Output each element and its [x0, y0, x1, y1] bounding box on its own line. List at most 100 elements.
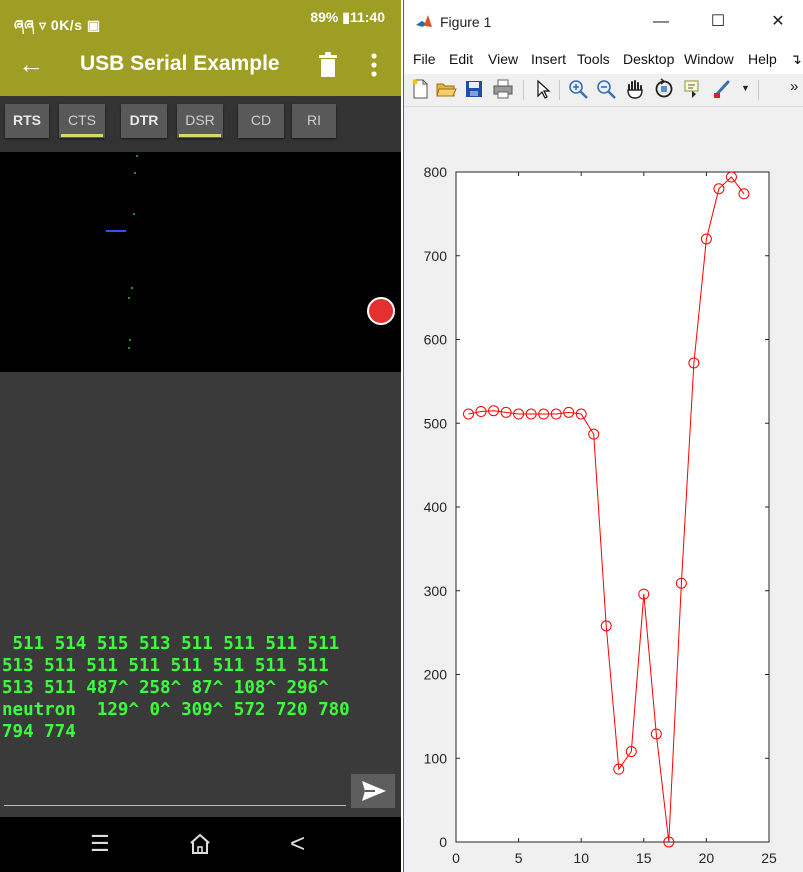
print-icon[interactable]: [492, 78, 514, 100]
android-nav-bar: ☰ <: [0, 817, 401, 872]
y-tick-label: 800: [424, 164, 448, 180]
data-point: [550, 408, 562, 420]
x-tick-label: 15: [636, 850, 652, 866]
data-point: [488, 405, 500, 417]
data-point: [713, 183, 725, 195]
save-icon[interactable]: [463, 78, 485, 100]
x-tick-label: 0: [452, 850, 460, 866]
toolbar-overflow[interactable]: »: [790, 78, 799, 95]
status-bar: ཞཞ ▿ 0K/s ▣ 89% ▮11:40: [0, 0, 401, 34]
menu-nav-icon[interactable]: ☰: [90, 831, 110, 856]
window-titlebar: Figure 1 — ☐ ✕: [404, 0, 803, 44]
x-tick-label: 25: [761, 850, 777, 866]
cd-indicator[interactable]: CD: [238, 104, 284, 138]
menu-window[interactable]: Window: [684, 51, 734, 67]
ri-label: RI: [307, 112, 321, 128]
y-tick-label: 700: [424, 248, 448, 264]
data-point: [500, 406, 512, 418]
minimize-button[interactable]: —: [653, 13, 669, 30]
scope-dot: [128, 297, 130, 299]
data-point: [463, 408, 475, 420]
window-title: Figure 1: [440, 14, 492, 30]
tick-labels: 0 5 10 15 20 25 0 100 200 300 400 500 600 700 800: [424, 164, 777, 866]
y-tick-label: 500: [424, 415, 448, 431]
cd-label: CD: [250, 112, 272, 128]
status-left: ཞཞ ▿ 0K/s ▣: [14, 17, 101, 33]
cts-underline: [61, 134, 103, 137]
menu-help[interactable]: Help: [748, 51, 777, 67]
data-point: [613, 763, 625, 775]
line-chart[interactable]: 0 5 10 15 20 25 0 100 200 300 400 500 600 700 800: [404, 107, 803, 872]
home-icon[interactable]: [188, 832, 212, 856]
rotate-3d-icon[interactable]: [653, 78, 675, 100]
dsr-label: DSR: [185, 112, 215, 128]
menu-overflow[interactable]: ↴: [790, 51, 802, 67]
x-tick-label: 10: [573, 850, 589, 866]
data-point: [625, 746, 637, 758]
y-tick-label: 100: [424, 750, 448, 766]
zoom-in-icon[interactable]: [567, 78, 589, 100]
series-line: [468, 176, 745, 843]
y-tick-label: 200: [424, 667, 448, 683]
scope-dot: [136, 155, 138, 157]
more-vert-icon[interactable]: [366, 50, 382, 80]
pointer-icon[interactable]: [532, 78, 554, 100]
menu-desktop[interactable]: Desktop: [623, 51, 675, 67]
send-button[interactable]: [351, 774, 395, 808]
back-nav-icon[interactable]: <: [290, 828, 306, 858]
data-point: [575, 408, 587, 420]
input-row: [0, 765, 401, 817]
menu-edit[interactable]: Edit: [449, 51, 474, 67]
menu-view[interactable]: View: [488, 51, 519, 67]
phone-screen: ཞཞ ▿ 0K/s ▣ 89% ▮11:40 ← USB Serial Exam…: [0, 0, 401, 872]
scope-dot: [133, 213, 135, 215]
maximize-button[interactable]: ☐: [710, 13, 726, 30]
axis-ticks: [455, 171, 770, 843]
close-button[interactable]: ✕: [771, 13, 785, 30]
menu-file[interactable]: File: [413, 51, 436, 67]
cts-indicator[interactable]: CTS: [59, 104, 105, 138]
data-cursor-icon[interactable]: [682, 78, 704, 100]
figure-window: Figure 1 — ☐ ✕ File Edit View Insert Too…: [403, 0, 803, 872]
data-point: [738, 188, 750, 200]
status-right: 89% ▮11:40: [310, 9, 385, 25]
scope-dot: [131, 287, 133, 289]
new-file-icon[interactable]: [409, 78, 431, 100]
scope-canvas: [106, 155, 138, 349]
data-point: [700, 233, 712, 245]
rts-label: RTS: [13, 112, 41, 128]
y-tick-label: 0: [439, 834, 447, 850]
menu-bar: File Edit View Insert Tools Desktop Wind…: [404, 44, 803, 74]
dsr-indicator[interactable]: DSR: [177, 104, 223, 138]
rts-toggle[interactable]: RTS: [5, 104, 49, 138]
data-point: [563, 406, 575, 418]
pan-hand-icon[interactable]: [624, 78, 646, 100]
dsr-underline: [179, 134, 221, 137]
back-arrow-icon[interactable]: ←: [18, 49, 44, 79]
matlab-logo-icon: [415, 13, 433, 31]
brush-dropdown-icon[interactable]: ▼: [741, 83, 750, 93]
data-point: [588, 428, 600, 440]
y-tick-label: 400: [424, 499, 448, 515]
series-markers: [463, 171, 750, 848]
brush-icon[interactable]: [711, 78, 733, 100]
axes-box: [455, 171, 770, 843]
send-text-input[interactable]: [4, 773, 346, 806]
menu-insert[interactable]: Insert: [531, 51, 567, 67]
toolbar-separator: [523, 80, 524, 100]
data-point: [513, 408, 525, 420]
y-tick-label: 600: [424, 332, 448, 348]
terminal-text: 511 514 515 513 511 511 511 511 513 511 …: [2, 634, 350, 742]
y-tick-label: 300: [424, 583, 448, 599]
dtr-toggle[interactable]: DTR: [121, 104, 167, 138]
data-point: [675, 577, 687, 589]
record-button[interactable]: [367, 297, 395, 325]
ri-indicator[interactable]: RI: [292, 104, 336, 138]
trash-icon[interactable]: [318, 52, 338, 78]
zoom-out-icon[interactable]: [595, 78, 617, 100]
toolbar-separator: [758, 80, 759, 100]
menu-tools[interactable]: Tools: [577, 51, 610, 67]
open-folder-icon[interactable]: [435, 78, 457, 100]
toolbar-separator: [559, 80, 560, 100]
data-point: [600, 620, 612, 632]
